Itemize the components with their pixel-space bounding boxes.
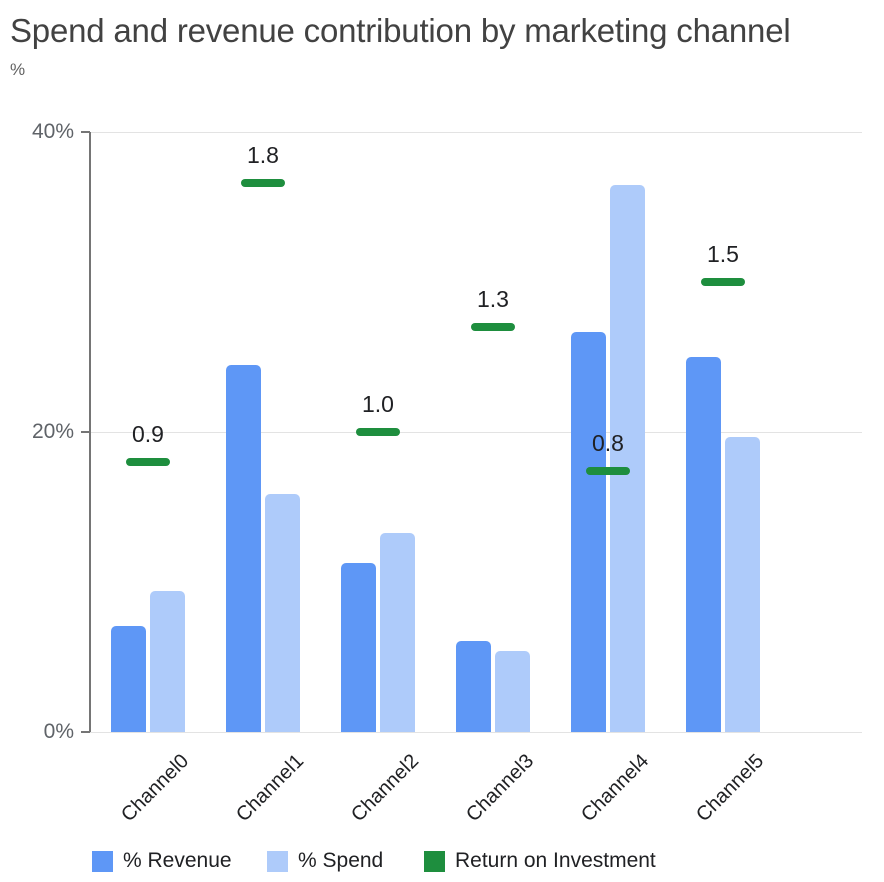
bar-revenue-channel2[interactable]: [341, 562, 376, 732]
roi-marker-channel2[interactable]: [356, 428, 400, 436]
legend-item-spend[interactable]: % Spend: [267, 849, 383, 873]
bar-spend-channel5[interactable]: [725, 436, 760, 732]
bar-revenue-channel5[interactable]: [686, 357, 721, 732]
legend-item-revenue[interactable]: % Revenue: [92, 849, 232, 873]
legend-swatch-roi-icon: [424, 850, 445, 872]
legend-swatch-revenue-icon: [92, 850, 113, 872]
y-axis-tick: [81, 731, 90, 733]
bar-revenue-channel3[interactable]: [456, 640, 491, 732]
roi-value-label-channel0: 0.9: [132, 421, 164, 447]
x-axis-label-channel5: Channel5: [692, 750, 769, 827]
plot-area: 0% 20% 40% 0.9 Channel0 1.8 Channel1 1.0 Channel…: [31, 120, 862, 827]
legend: % Revenue % Spend Return on Investment: [0, 849, 884, 875]
bar-spend-channel4[interactable]: [610, 184, 645, 732]
x-axis-label-channel3: Channel3: [462, 750, 539, 827]
roi-marker-channel0[interactable]: [126, 458, 170, 466]
gridline: [90, 431, 862, 433]
y-axis-line: [89, 132, 91, 732]
y-axis-tick: [81, 431, 90, 433]
bar-revenue-channel4[interactable]: [571, 331, 606, 732]
bar-revenue-channel0[interactable]: [111, 625, 146, 732]
bar-spend-channel0[interactable]: [150, 591, 185, 732]
y-axis-tick-label: 0%: [43, 720, 74, 743]
chart-title: Spend and revenue contribution by market…: [10, 12, 791, 49]
roi-value-label-channel3: 1.3: [477, 286, 509, 312]
x-axis-label-channel0: Channel0: [117, 750, 194, 827]
y-axis-tick: [81, 131, 90, 133]
y-axis-unit-label: %: [10, 60, 26, 79]
y-axis-tick-label: 20%: [31, 420, 74, 443]
legend-swatch-spend-icon: [267, 850, 288, 872]
roi-marker-channel1[interactable]: [241, 179, 285, 187]
gridline: [90, 731, 862, 733]
legend-item-roi[interactable]: Return on Investment: [424, 849, 656, 873]
legend-label-roi: Return on Investment: [455, 849, 656, 872]
roi-marker-channel3[interactable]: [471, 323, 515, 331]
bar-spend-channel2[interactable]: [380, 532, 415, 732]
roi-marker-channel5[interactable]: [701, 278, 745, 286]
roi-value-label-channel1: 1.8: [247, 142, 279, 168]
roi-value-label-channel2: 1.0: [362, 391, 394, 417]
roi-value-label-channel5: 1.5: [707, 241, 739, 267]
bar-spend-channel1[interactable]: [265, 493, 300, 732]
x-axis-label-channel2: Channel2: [347, 750, 424, 827]
x-axis-label-channel1: Channel1: [232, 750, 309, 827]
roi-value-label-channel4: 0.8: [592, 430, 624, 456]
bar-spend-channel3[interactable]: [495, 651, 530, 732]
y-axis-tick-label: 40%: [31, 120, 74, 143]
roi-marker-channel4[interactable]: [586, 467, 630, 475]
x-axis-label-channel4: Channel4: [577, 750, 654, 827]
bar-revenue-channel1[interactable]: [226, 364, 261, 732]
legend-label-revenue: % Revenue: [123, 849, 232, 872]
legend-label-spend: % Spend: [298, 849, 384, 872]
gridline: [90, 131, 862, 133]
